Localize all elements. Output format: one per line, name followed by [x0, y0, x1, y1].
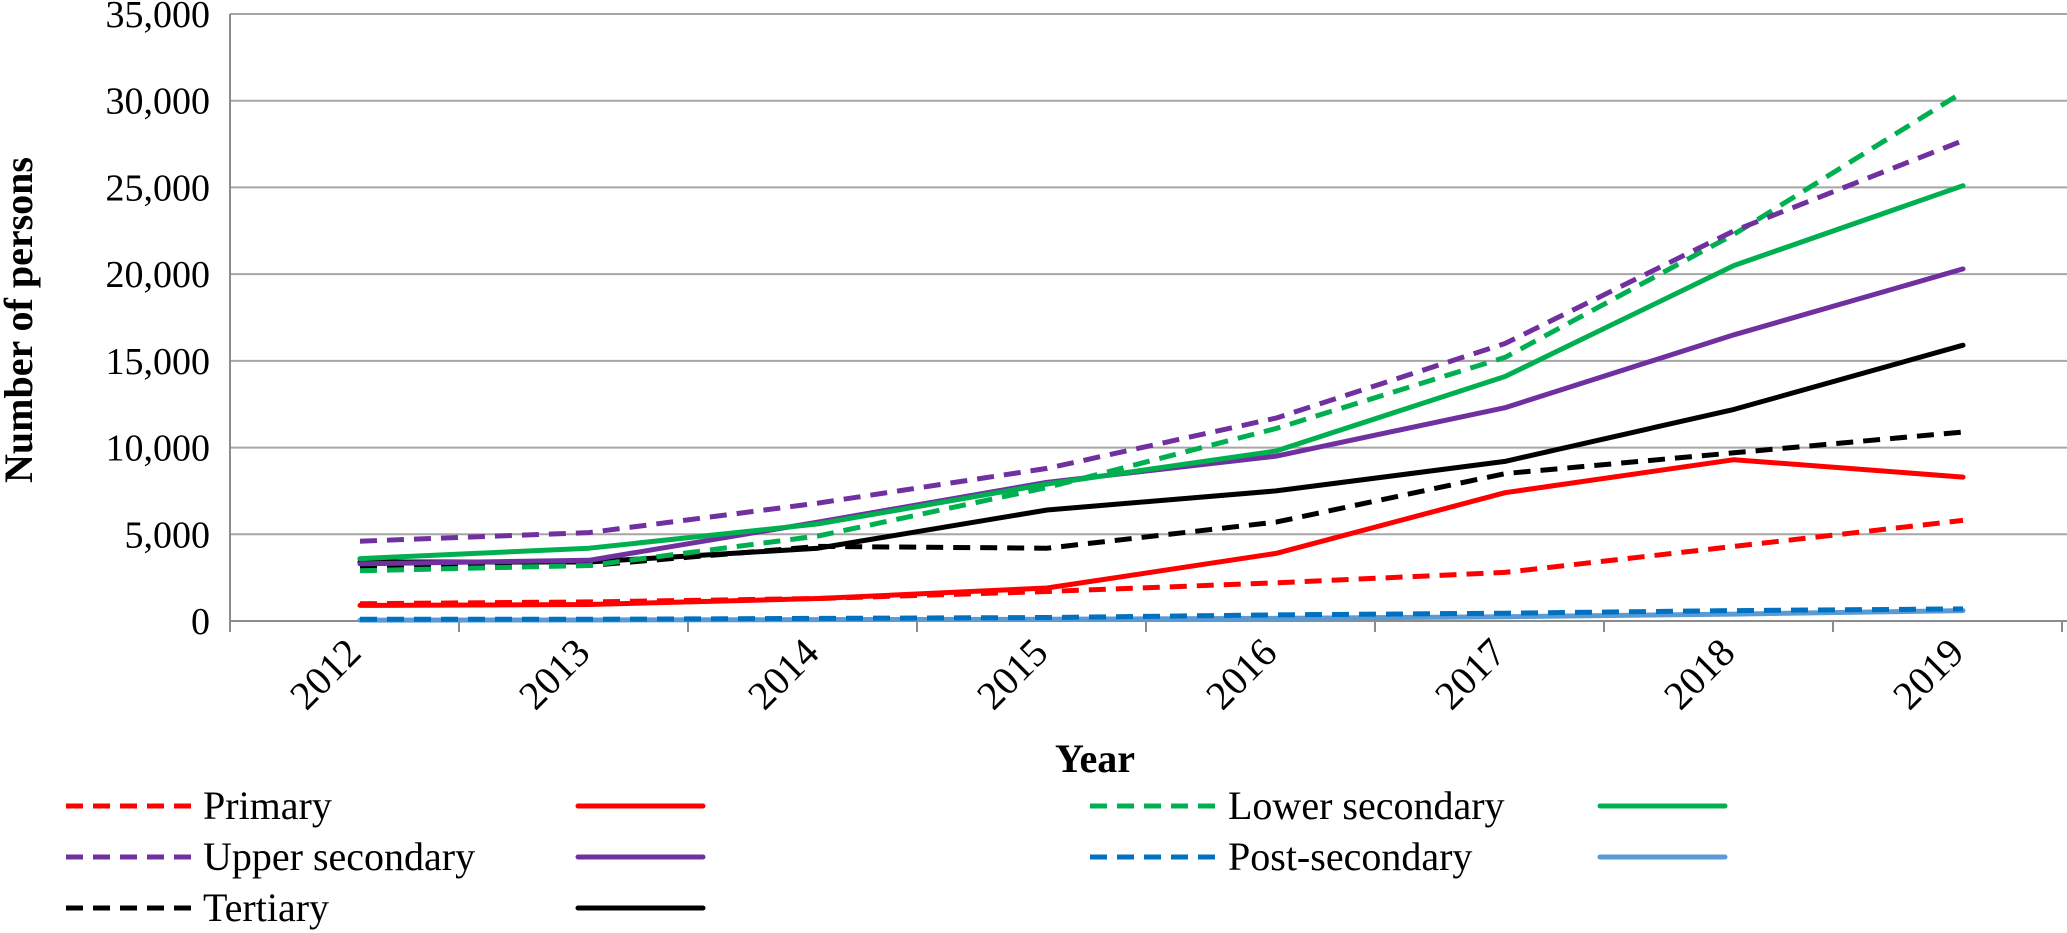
y-tick-label: 10,000: [106, 428, 211, 470]
legend-label: Upper secondary: [203, 834, 475, 879]
x-tick-label: 2012: [281, 630, 369, 718]
x-tick-label: 2018: [1655, 630, 1743, 718]
legend-label: Primary: [203, 783, 332, 828]
series-line-7-solid: [357, 608, 1966, 623]
x-tick-label: 2017: [1426, 630, 1514, 718]
series-line-3-solid: [357, 183, 1966, 562]
x-tick-labels: 2012 2013 2014 2015 2016 2017 2018 2019: [281, 630, 1972, 718]
legend: Primary Lower secondary Upper secondary Pos…: [66, 783, 1728, 930]
x-tick-label: 2019: [1884, 630, 1972, 718]
legend-label: Lower secondary: [1228, 783, 1505, 828]
y-tick-label: 5,000: [125, 514, 211, 556]
y-tick-labels: 0 5,000 10,000 15,000 20,000 25,000 30,000 35,0…: [106, 0, 211, 643]
y-axis-title: Number of persons: [0, 157, 41, 483]
y-tick-label: 35,000: [106, 0, 211, 36]
x-tick-label: 2016: [1197, 630, 1285, 718]
series-line-2-dashed: [359, 89, 1965, 574]
y-tick-label: 25,000: [106, 167, 211, 209]
legend-label: Post-secondary: [1228, 834, 1472, 879]
series-line-4-dashed: [359, 138, 1964, 544]
gridlines: [230, 13, 2067, 536]
y-tick-label: 0: [191, 601, 210, 643]
y-tick-label: 20,000: [106, 254, 211, 296]
series-line-6-dashed: [360, 606, 1964, 622]
legend-label: Tertiary: [203, 885, 329, 930]
x-tick-label: 2014: [739, 630, 827, 718]
x-tick-label: 2013: [510, 630, 598, 718]
series-line-5-solid: [357, 266, 1966, 567]
y-tick-label: 30,000: [106, 81, 211, 123]
x-tick-label: 2015: [968, 630, 1056, 718]
series-line-9-solid: [357, 342, 1966, 565]
series-line-1-solid: [357, 457, 1966, 608]
series-line-0-dashed: [359, 517, 1964, 607]
series-lines: [357, 89, 1966, 623]
y-tick-label: 15,000: [106, 341, 211, 383]
x-axis-title: Year: [1055, 736, 1135, 781]
